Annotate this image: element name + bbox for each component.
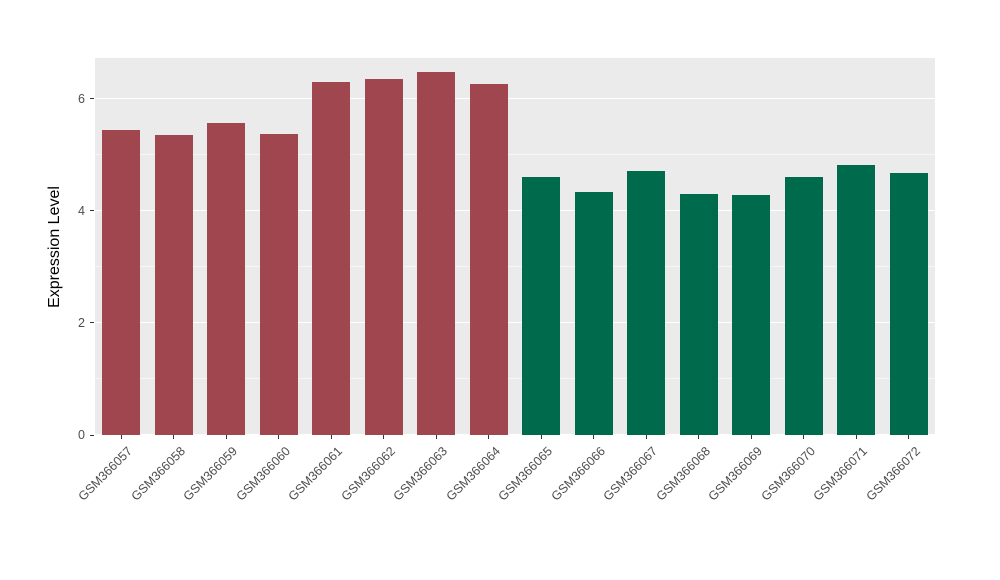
bar bbox=[154, 135, 193, 435]
bar bbox=[574, 192, 613, 435]
x-tick-mark bbox=[750, 435, 752, 439]
gridline-minor bbox=[95, 153, 935, 155]
bar bbox=[837, 165, 876, 435]
bar bbox=[784, 177, 823, 435]
gridline-major bbox=[95, 209, 935, 211]
bar bbox=[312, 82, 351, 435]
x-tick-label: GSM366070 bbox=[758, 444, 818, 504]
bar bbox=[259, 134, 298, 435]
bar bbox=[102, 129, 141, 435]
x-tick-mark bbox=[173, 435, 175, 439]
x-tick-mark bbox=[120, 435, 122, 439]
x-tick-label: GSM366065 bbox=[495, 444, 556, 504]
x-tick-label: GSM366067 bbox=[600, 444, 661, 504]
x-tick-mark bbox=[803, 435, 805, 439]
bar bbox=[627, 170, 666, 435]
bar bbox=[207, 122, 246, 435]
gridline-major bbox=[95, 321, 935, 323]
x-tick-label: GSM366064 bbox=[443, 444, 503, 504]
x-tick-mark bbox=[488, 435, 490, 439]
bar bbox=[732, 194, 771, 435]
x-tick-mark bbox=[278, 435, 280, 439]
x-tick-mark bbox=[383, 435, 385, 439]
bar bbox=[522, 177, 561, 435]
y-tick-label: 2 bbox=[78, 315, 85, 330]
x-tick-mark bbox=[435, 435, 437, 439]
bar bbox=[417, 72, 456, 435]
x-tick-mark bbox=[855, 435, 857, 439]
x-tick-label: GSM366061 bbox=[285, 444, 346, 504]
x-tick-mark bbox=[698, 435, 700, 439]
plot-panel bbox=[95, 58, 935, 435]
x-tick-mark bbox=[593, 435, 595, 439]
bar bbox=[889, 173, 928, 435]
x-tick-mark bbox=[908, 435, 910, 439]
bar bbox=[679, 193, 718, 435]
y-tick-mark bbox=[90, 434, 94, 436]
y-tick-mark bbox=[90, 322, 94, 324]
gridline-major bbox=[95, 434, 935, 435]
y-tick-label: 0 bbox=[78, 428, 85, 442]
x-tick-label: GSM366069 bbox=[705, 444, 766, 504]
x-tick-mark bbox=[225, 435, 227, 439]
x-tick-label: GSM366068 bbox=[653, 444, 713, 504]
x-tick-label: GSM366066 bbox=[548, 444, 608, 504]
y-tick-mark bbox=[90, 210, 94, 212]
y-tick-label: 4 bbox=[78, 203, 85, 218]
x-tick-label: GSM366058 bbox=[128, 444, 188, 504]
x-tick-label: GSM366057 bbox=[75, 444, 136, 504]
bar bbox=[469, 83, 508, 435]
x-tick-label: GSM366071 bbox=[810, 444, 871, 504]
x-tick-label: GSM366059 bbox=[180, 444, 241, 504]
x-tick-mark bbox=[330, 435, 332, 439]
x-tick-label: GSM366062 bbox=[338, 444, 398, 504]
bar bbox=[364, 79, 403, 435]
gridline-major bbox=[95, 97, 935, 99]
gridline-minor bbox=[95, 265, 935, 267]
x-tick-label: GSM366063 bbox=[390, 444, 451, 504]
x-tick-label: GSM366060 bbox=[233, 444, 293, 504]
y-tick-label: 6 bbox=[78, 91, 85, 106]
x-tick-mark bbox=[540, 435, 542, 439]
x-tick-mark bbox=[645, 435, 647, 439]
y-tick-mark bbox=[90, 98, 94, 100]
x-tick-label: GSM366072 bbox=[863, 444, 923, 504]
gridline-minor bbox=[95, 377, 935, 379]
